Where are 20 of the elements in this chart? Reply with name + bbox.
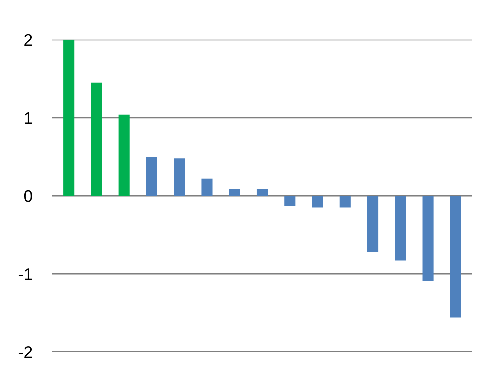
bar bbox=[256, 189, 268, 196]
bar bbox=[118, 114, 130, 196]
bar bbox=[202, 178, 213, 196]
bar bbox=[395, 196, 406, 261]
bar bbox=[91, 82, 102, 196]
bar bbox=[229, 189, 240, 196]
bar bbox=[368, 196, 379, 252]
bar bbox=[312, 196, 324, 208]
bar bbox=[284, 196, 296, 206]
bar bbox=[450, 196, 462, 318]
y-tick-label: 0 bbox=[24, 190, 32, 202]
bar bbox=[64, 40, 75, 196]
y-tick-label: -2 bbox=[18, 346, 32, 358]
bar bbox=[146, 157, 158, 196]
y-tick-label: -1 bbox=[18, 268, 32, 280]
bar bbox=[422, 196, 434, 282]
y-tick-label: 2 bbox=[24, 34, 32, 46]
y-tick-label: 1 bbox=[25, 112, 32, 124]
bar bbox=[174, 158, 186, 196]
bar bbox=[340, 196, 351, 208]
